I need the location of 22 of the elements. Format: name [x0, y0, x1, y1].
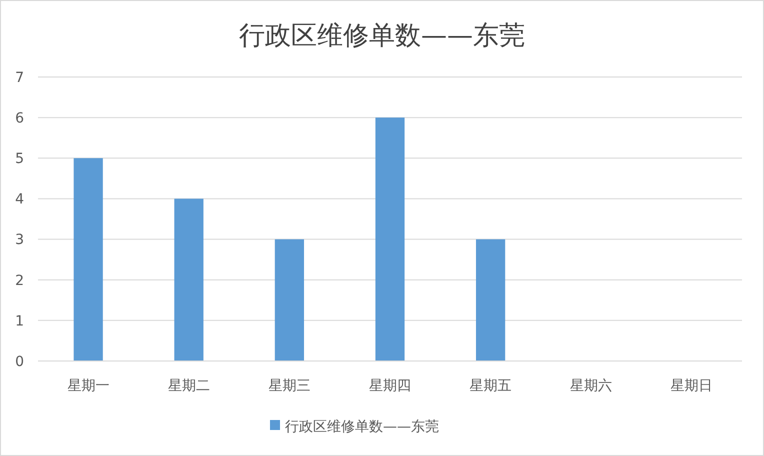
bar	[375, 118, 405, 361]
x-tick-label: 星期六	[570, 378, 612, 394]
x-tick-label: 星期二	[168, 378, 210, 394]
x-tick-label: 星期日	[670, 378, 713, 394]
x-tick-label: 星期一	[67, 378, 110, 394]
y-tick-label: 4	[15, 192, 24, 208]
y-tick-label: 6	[15, 110, 24, 126]
y-tick-label: 5	[15, 151, 24, 168]
x-tick-label: 星期三	[268, 378, 310, 394]
y-tick-label: 3	[15, 232, 24, 248]
y-tick-label: 2	[15, 272, 24, 289]
y-tick-label: 0	[15, 354, 24, 370]
bar	[274, 239, 304, 361]
y-tick-label: 7	[15, 70, 24, 86]
y-tick-label: 1	[15, 313, 24, 330]
bar	[74, 158, 103, 361]
x-tick-label: 星期四	[369, 378, 411, 394]
chart-title: 行政区维修单数——东莞	[239, 21, 525, 51]
x-tick-label: 星期五	[470, 378, 512, 394]
legend-label: 行政区维修单数——东莞	[285, 418, 439, 435]
bar	[174, 198, 204, 361]
bar	[476, 239, 506, 361]
